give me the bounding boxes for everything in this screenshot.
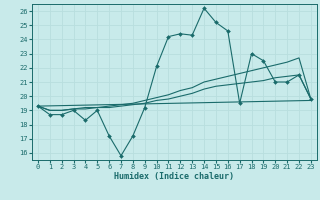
- X-axis label: Humidex (Indice chaleur): Humidex (Indice chaleur): [115, 172, 234, 181]
